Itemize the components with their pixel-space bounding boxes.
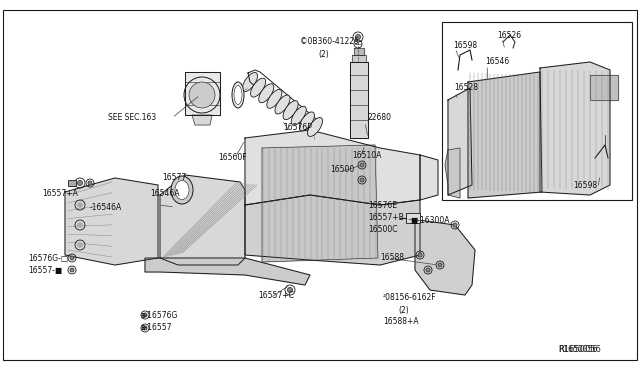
Circle shape [77,202,83,208]
Ellipse shape [251,78,266,97]
Polygon shape [415,220,475,295]
Polygon shape [145,258,310,285]
Ellipse shape [307,118,323,137]
Polygon shape [185,72,220,115]
Ellipse shape [283,101,298,119]
Text: ■-16300A: ■-16300A [410,215,449,224]
Polygon shape [448,88,472,195]
Circle shape [453,223,457,227]
Polygon shape [468,72,542,198]
Circle shape [143,326,147,330]
Bar [68,180,76,186]
Polygon shape [65,178,158,265]
Circle shape [189,82,215,108]
Text: 16526: 16526 [497,31,521,39]
Text: 16576G-□: 16576G-□ [28,253,68,263]
Text: 22680: 22680 [367,113,391,122]
Text: 16576E: 16576E [368,201,397,209]
Polygon shape [160,175,245,265]
Polygon shape [590,75,618,100]
Circle shape [438,263,442,267]
Circle shape [70,268,74,272]
Ellipse shape [171,176,193,204]
Text: R1650056: R1650056 [558,346,601,355]
Bar [406,213,420,223]
Polygon shape [352,55,366,62]
Polygon shape [350,62,368,138]
Text: 16598: 16598 [453,41,477,49]
Text: в-16557: в-16557 [140,324,172,333]
Text: -16546A: -16546A [90,202,122,212]
Ellipse shape [234,86,242,105]
Text: 16576P: 16576P [283,124,312,132]
Text: ©0B360-41225-: ©0B360-41225- [300,38,362,46]
Circle shape [426,268,430,272]
Ellipse shape [175,180,189,199]
Polygon shape [354,48,364,55]
Polygon shape [262,145,378,262]
Circle shape [77,222,83,228]
Text: 16588+A: 16588+A [383,317,419,327]
Ellipse shape [267,89,282,108]
Ellipse shape [259,84,274,103]
Polygon shape [192,115,212,125]
Polygon shape [445,148,460,198]
Circle shape [287,288,292,292]
Text: 16557+B: 16557+B [368,214,404,222]
Circle shape [77,243,83,247]
Polygon shape [245,195,420,265]
Polygon shape [540,62,610,195]
Circle shape [143,313,147,317]
Circle shape [360,163,364,167]
Text: 16588: 16588 [380,253,404,263]
Circle shape [418,253,422,257]
Text: (2): (2) [398,305,409,314]
Text: ²08156-6162F: ²08156-6162F [383,294,436,302]
Text: 16546A: 16546A [150,189,179,198]
Text: 16510A: 16510A [352,151,381,160]
Text: 16546: 16546 [485,58,509,67]
Text: в-16576G: в-16576G [140,311,177,321]
Text: R1650056: R1650056 [558,346,597,355]
Ellipse shape [232,82,244,108]
Circle shape [70,256,74,260]
Text: 16500C: 16500C [368,225,397,234]
Text: (2): (2) [318,51,329,60]
Text: 16560F: 16560F [218,154,246,163]
Ellipse shape [243,73,257,92]
Bar [442,22,632,200]
Ellipse shape [275,95,290,114]
Text: 16557-■: 16557-■ [28,266,62,275]
Polygon shape [245,130,420,205]
Circle shape [360,178,364,182]
Text: 16500: 16500 [330,166,355,174]
Ellipse shape [291,106,307,125]
Text: 16577: 16577 [162,173,186,183]
Circle shape [88,181,92,185]
Text: 16557+C: 16557+C [258,291,294,299]
Ellipse shape [300,112,314,131]
Circle shape [355,35,360,39]
Text: SEE SEC.163: SEE SEC.163 [108,113,156,122]
Text: 16598: 16598 [573,180,597,189]
Polygon shape [420,155,438,200]
Circle shape [77,180,83,186]
Text: 16528: 16528 [454,83,478,93]
Text: 16557+A: 16557+A [42,189,78,199]
